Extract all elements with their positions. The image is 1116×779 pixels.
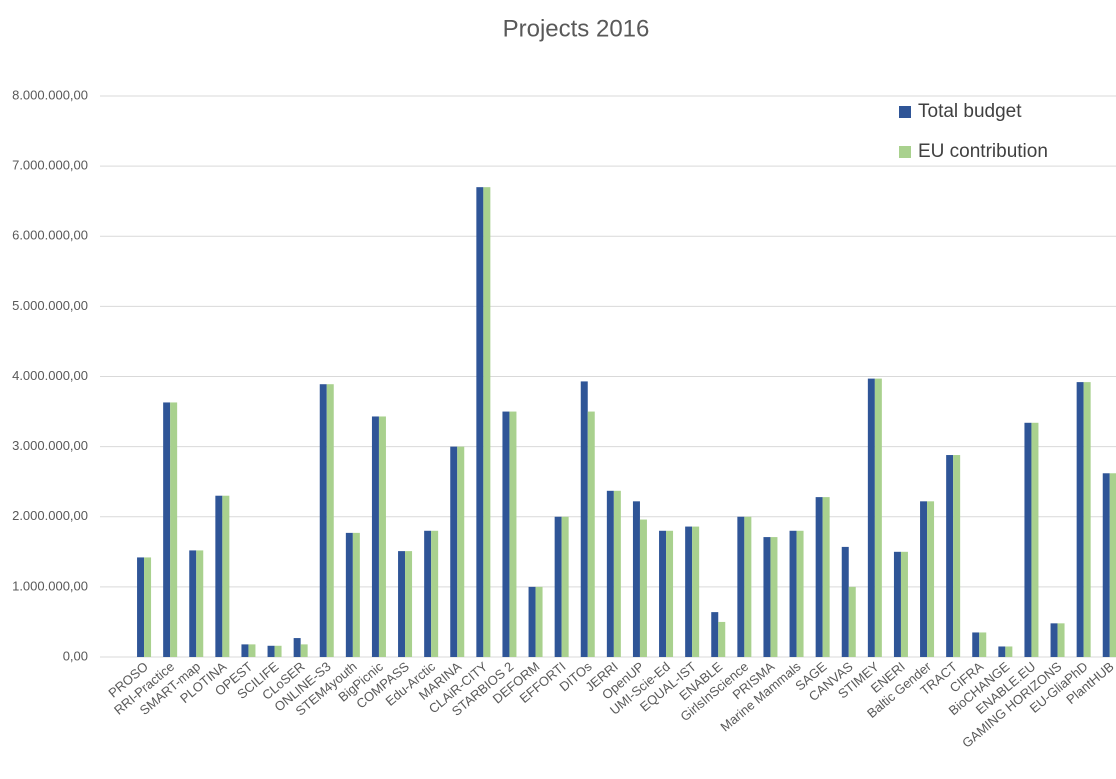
bar bbox=[953, 455, 961, 657]
bar bbox=[744, 516, 752, 657]
bar bbox=[476, 187, 484, 657]
legend-swatch bbox=[899, 106, 911, 118]
bar bbox=[1031, 422, 1039, 657]
bar bbox=[848, 586, 856, 657]
bar bbox=[215, 495, 223, 657]
bar bbox=[561, 516, 569, 657]
bar bbox=[457, 446, 465, 657]
bar bbox=[1024, 422, 1032, 657]
bar bbox=[737, 516, 745, 657]
bar bbox=[398, 551, 406, 657]
bar bbox=[874, 378, 882, 657]
bar bbox=[274, 645, 282, 657]
bar bbox=[659, 530, 667, 657]
legend-label: Total budget bbox=[918, 101, 1022, 122]
bar bbox=[841, 546, 849, 657]
bar bbox=[267, 645, 275, 657]
bar bbox=[483, 187, 491, 657]
bar bbox=[815, 497, 823, 657]
bar bbox=[1057, 623, 1065, 657]
bar bbox=[405, 551, 413, 657]
y-tick-label: 0,00 bbox=[63, 648, 88, 663]
bar bbox=[345, 532, 353, 657]
bar bbox=[163, 402, 171, 657]
bar bbox=[789, 530, 797, 657]
bar bbox=[241, 644, 249, 657]
y-tick-label: 4.000.000,00 bbox=[12, 368, 88, 383]
bar bbox=[326, 384, 334, 657]
bar bbox=[900, 551, 908, 657]
y-tick-label: 8.000.000,00 bbox=[12, 87, 88, 102]
bar bbox=[502, 411, 510, 657]
bar bbox=[606, 490, 614, 657]
bar bbox=[580, 381, 588, 657]
bar bbox=[424, 530, 432, 657]
bar bbox=[822, 497, 830, 657]
bar bbox=[248, 644, 256, 657]
bar bbox=[196, 550, 204, 657]
bar bbox=[998, 646, 1006, 657]
chart-title: Projects 2016 bbox=[503, 15, 650, 42]
y-tick-label: 5.000.000,00 bbox=[12, 298, 88, 313]
bar bbox=[711, 612, 719, 657]
bar bbox=[1050, 623, 1058, 657]
bar bbox=[535, 586, 543, 657]
bar bbox=[319, 384, 327, 657]
bar bbox=[352, 532, 360, 657]
bar bbox=[189, 550, 197, 657]
bar bbox=[170, 402, 178, 657]
bar bbox=[1076, 382, 1084, 657]
y-tick-label: 6.000.000,00 bbox=[12, 228, 88, 243]
bar bbox=[1005, 646, 1013, 657]
bar bbox=[666, 530, 674, 657]
bar bbox=[528, 586, 536, 657]
bar bbox=[1109, 473, 1116, 657]
bar bbox=[222, 495, 230, 657]
bar bbox=[763, 537, 771, 657]
bar bbox=[867, 378, 875, 657]
bar bbox=[639, 519, 647, 657]
bar bbox=[685, 526, 693, 657]
bar bbox=[378, 416, 386, 657]
bar bbox=[431, 530, 439, 657]
bar bbox=[293, 638, 301, 657]
legend-label: EU contribution bbox=[918, 141, 1048, 162]
bar bbox=[137, 557, 145, 657]
bar bbox=[632, 501, 640, 657]
y-tick-label: 3.000.000,00 bbox=[12, 438, 88, 453]
bar bbox=[509, 411, 517, 657]
bar bbox=[692, 526, 700, 657]
y-tick-label: 2.000.000,00 bbox=[12, 508, 88, 523]
bar bbox=[920, 501, 928, 657]
bar bbox=[946, 455, 954, 657]
bar bbox=[979, 632, 987, 657]
bar bbox=[1083, 382, 1091, 657]
bar bbox=[893, 551, 901, 657]
bar bbox=[371, 416, 379, 657]
bar bbox=[796, 530, 804, 657]
bar bbox=[450, 446, 458, 657]
bar bbox=[927, 501, 935, 657]
bar bbox=[770, 537, 778, 657]
bar bbox=[554, 516, 562, 657]
bar bbox=[300, 644, 308, 657]
legend-swatch bbox=[899, 146, 911, 158]
bar bbox=[1102, 473, 1110, 657]
bar bbox=[144, 557, 152, 657]
bar bbox=[972, 632, 980, 657]
y-tick-label: 7.000.000,00 bbox=[12, 158, 88, 173]
bar bbox=[613, 490, 621, 657]
bar bbox=[587, 411, 595, 657]
y-tick-label: 1.000.000,00 bbox=[12, 578, 88, 593]
bar bbox=[718, 621, 726, 657]
